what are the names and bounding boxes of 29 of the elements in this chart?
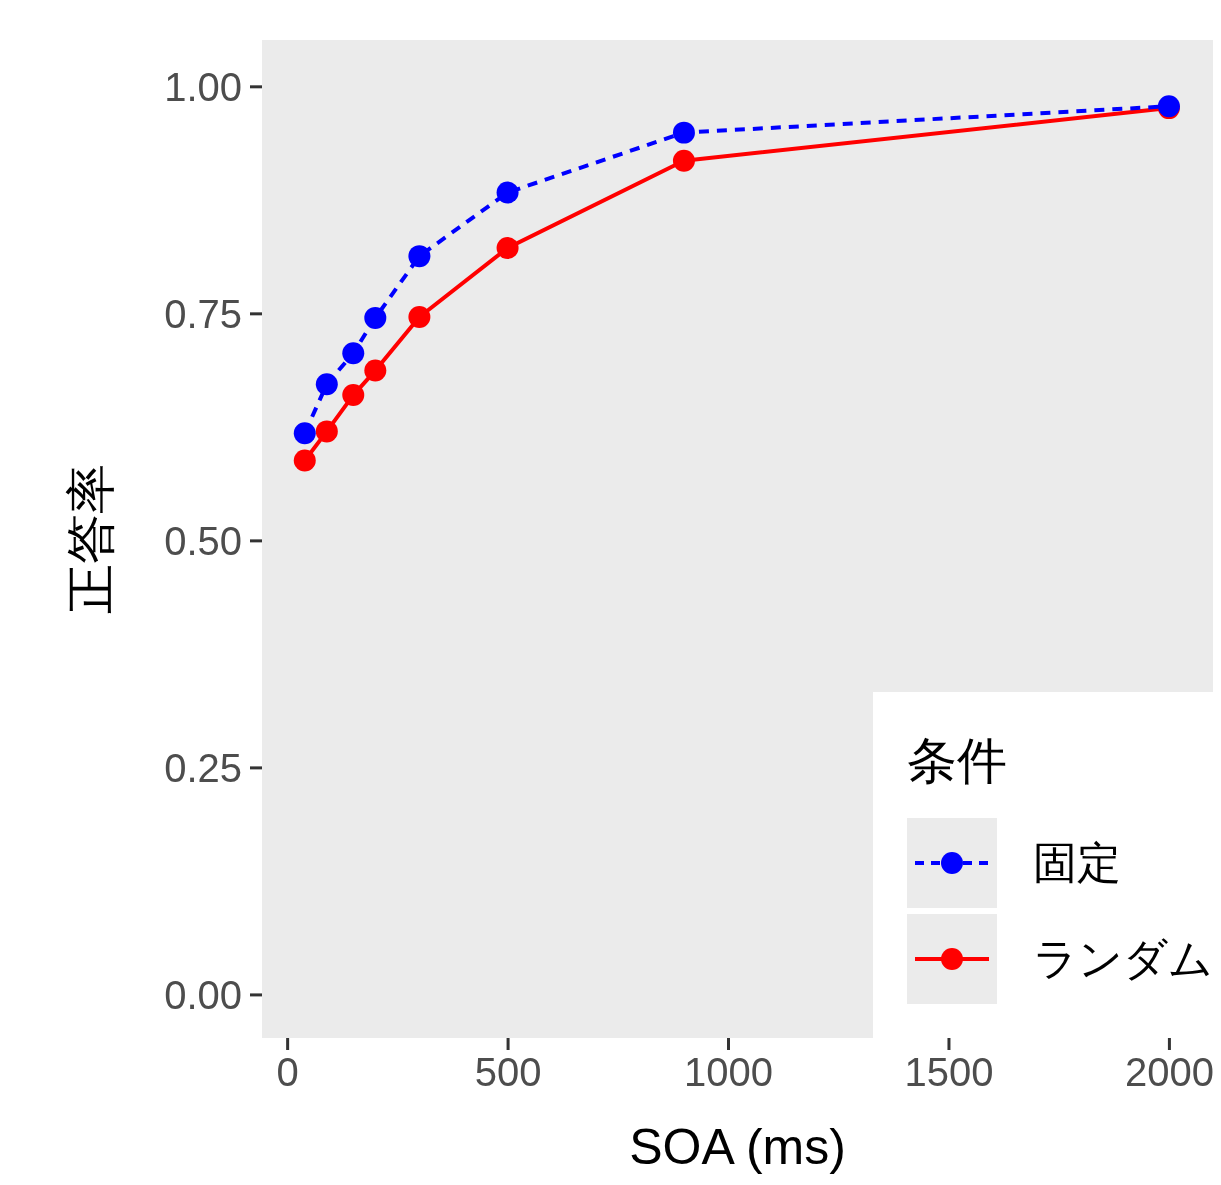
- y-tick-label: 0.00: [164, 972, 242, 1017]
- legend-title: 条件: [907, 732, 1007, 790]
- point: [496, 236, 519, 259]
- point: [408, 305, 431, 328]
- x-axis-title: SOA (ms): [629, 1119, 846, 1175]
- legend-label: ランダム: [1033, 933, 1213, 985]
- point: [293, 449, 316, 472]
- y-tick-label: 1.00: [164, 64, 242, 109]
- legend-label: 固定: [1033, 837, 1121, 889]
- x-tick-label: 0: [276, 1050, 299, 1095]
- point: [342, 384, 365, 407]
- x-tick-label: 1000: [684, 1050, 774, 1095]
- y-tick-label: 0.25: [164, 745, 242, 790]
- point: [315, 373, 338, 396]
- y-axis-title: 正答率: [62, 464, 120, 614]
- point: [315, 420, 338, 443]
- y-tick-label: 0.75: [164, 291, 242, 336]
- point: [364, 306, 387, 329]
- point: [672, 149, 695, 172]
- point: [364, 359, 387, 382]
- point: [293, 422, 316, 445]
- point: [342, 342, 365, 365]
- x-tick-label: 500: [474, 1050, 542, 1095]
- point: [672, 121, 695, 144]
- x-tick-label: 2000: [1124, 1050, 1214, 1095]
- point: [496, 181, 519, 204]
- y-tick-label: 0.50: [164, 518, 242, 563]
- point: [408, 245, 431, 268]
- x-tick-label: 1500: [904, 1050, 994, 1095]
